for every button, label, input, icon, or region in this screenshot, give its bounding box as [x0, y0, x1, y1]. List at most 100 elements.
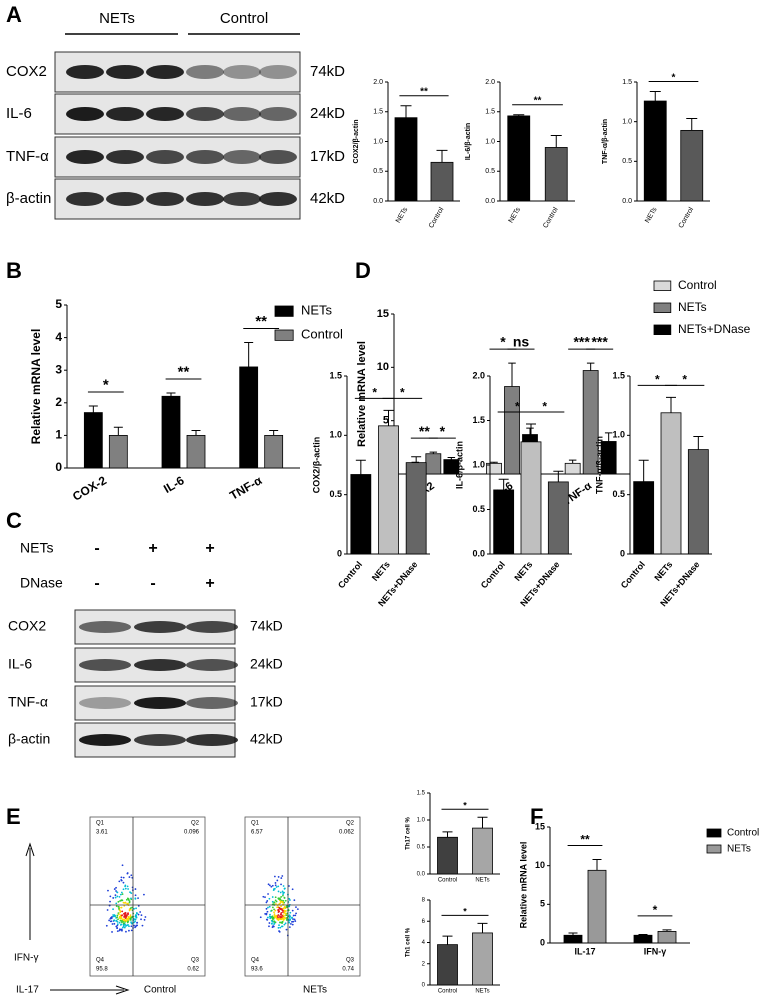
y-tick-label: 0.5: [485, 168, 495, 175]
event-dot: [130, 897, 132, 900]
row-label: IL-6: [6, 105, 32, 122]
size-label: 74kD: [250, 618, 283, 634]
y-tick-label: 1.5: [417, 791, 426, 797]
significance-label: *: [515, 399, 520, 413]
event-dot: [280, 918, 283, 920]
event-dot: [128, 900, 131, 903]
plot-name: NETs: [303, 985, 327, 996]
event-dot: [116, 923, 119, 926]
event-dot: [133, 921, 135, 924]
event-dot: [116, 916, 119, 919]
event-dot: [113, 919, 116, 922]
event-dot: [125, 930, 127, 933]
panel-label: A: [6, 2, 22, 27]
y-tick-label: 2: [422, 961, 426, 967]
error-bar: [666, 396, 676, 413]
row-label: β-actin: [6, 190, 51, 207]
significance-label: *: [682, 373, 687, 387]
y-tick-label: 2.0: [485, 79, 495, 86]
y-tick-label: 0: [55, 460, 62, 474]
event-dot: [273, 908, 275, 911]
event-dot: [280, 908, 283, 910]
event-dot: [134, 914, 137, 917]
error-bar: [513, 114, 525, 116]
event-dot: [285, 919, 288, 921]
event-dot: [273, 901, 275, 904]
bar: [564, 462, 581, 475]
event-dot: [123, 916, 126, 918]
event-dot: [122, 888, 125, 891]
event-dot: [135, 907, 137, 910]
legend-label: NETs: [678, 300, 707, 314]
y-axis-label: Relative mRNA level: [518, 842, 528, 929]
event-dot: [274, 909, 277, 912]
significance-label: **: [178, 363, 190, 380]
event-dot: [125, 913, 127, 916]
row-label: TNF-α: [6, 148, 49, 165]
event-dot: [122, 922, 125, 925]
event-dot: [134, 897, 137, 900]
blot-band: [223, 150, 261, 164]
event-dot: [124, 887, 127, 890]
event-dot: [280, 895, 283, 898]
bar: [430, 161, 454, 202]
error-bar: [269, 430, 279, 436]
y-axis-label: TNF-α/β-actin: [594, 436, 604, 494]
event-dot: [131, 922, 133, 925]
event-dot: [283, 897, 286, 899]
event-dot: [115, 902, 118, 905]
event-dot: [281, 920, 284, 923]
event-dot: [264, 896, 266, 899]
event-dot: [293, 918, 296, 921]
event-dot: [276, 916, 279, 918]
event-dot: [122, 876, 125, 879]
event-dot: [129, 907, 132, 910]
event-dot: [284, 910, 286, 913]
blot-band: [79, 734, 131, 746]
event-dot: [112, 914, 115, 916]
error-bar: [550, 135, 562, 148]
event-dot: [139, 911, 142, 913]
error-bar: [244, 341, 254, 367]
event-dot: [133, 907, 135, 910]
event-dot: [294, 920, 297, 922]
event-dot: [110, 920, 113, 923]
event-dot: [137, 913, 140, 916]
event-dot: [288, 885, 290, 887]
y-tick-label: 0.5: [622, 158, 632, 165]
panel-label: F: [530, 804, 543, 829]
event-dot: [280, 900, 283, 903]
quadrant-label: Q1: [96, 821, 105, 827]
blot-band: [186, 192, 224, 206]
blot-band: [186, 65, 224, 79]
significance-label: **: [534, 96, 542, 107]
event-dot: [288, 905, 291, 908]
y-tick-label: 0.0: [373, 198, 383, 205]
event-dot: [120, 923, 123, 926]
error-bar: [166, 392, 176, 397]
x-tick-label: NETs: [475, 989, 489, 995]
y-tick-label: 0: [422, 983, 426, 989]
quadrant-label: Q2: [191, 821, 200, 827]
event-dot: [288, 914, 291, 917]
y-tick-label: 0.0: [485, 198, 495, 205]
bar: [633, 934, 653, 944]
event-dot: [112, 915, 115, 918]
significance-label: *: [542, 399, 547, 413]
event-dot: [113, 922, 116, 925]
event-dot: [277, 914, 280, 916]
event-dot: [293, 899, 296, 902]
significance-label: ***: [591, 334, 608, 350]
quadrant-value: 93.6: [251, 967, 263, 973]
quadrant-value: 0.62: [187, 967, 199, 973]
size-label: 17kD: [310, 148, 345, 165]
y-tick-label: 0.0: [622, 198, 632, 205]
blot-band: [186, 697, 238, 709]
y-tick-label: 2.0: [472, 370, 485, 380]
event-dot: [294, 914, 297, 917]
event-dot: [105, 924, 108, 927]
blot-band: [66, 150, 104, 164]
quadrant-value: 6.57: [251, 830, 263, 836]
event-dot: [292, 920, 295, 923]
quadrant-value: 95.8: [96, 967, 108, 973]
